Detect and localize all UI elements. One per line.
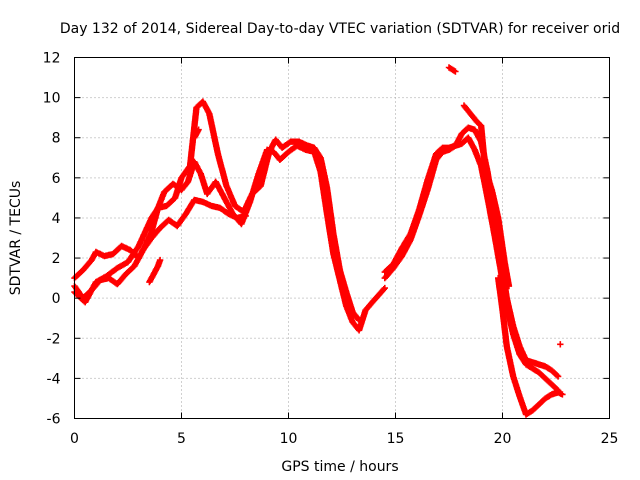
data-point-markers xyxy=(71,98,363,324)
series-trace-j xyxy=(191,126,202,141)
y-tick-label: -2 xyxy=(47,331,61,347)
y-tick-label: 10 xyxy=(43,91,61,107)
y-tick-label: 6 xyxy=(52,171,61,187)
y-axis-label: SDTVAR / TECUs xyxy=(8,181,24,296)
data-point-markers xyxy=(146,256,164,286)
x-tick-label: 25 xyxy=(601,431,619,447)
series-trace-f xyxy=(460,102,513,290)
y-tick-label: 8 xyxy=(52,131,61,147)
y-tick-label: 12 xyxy=(43,51,61,67)
data-point-markers xyxy=(71,142,388,334)
data-point-markers xyxy=(71,196,249,302)
series-trace-b xyxy=(71,98,363,324)
data-point-markers xyxy=(460,102,513,290)
x-tick-label: 15 xyxy=(387,431,405,447)
x-tick-label: 20 xyxy=(494,431,512,447)
y-tick-label: 0 xyxy=(52,291,61,307)
chart-title: Day 132 of 2014, Sidereal Day-to-day VTE… xyxy=(60,21,620,37)
data-point-markers xyxy=(557,341,564,348)
x-axis: 0 5 10 15 20 25 xyxy=(70,57,619,447)
x-tick-label: 10 xyxy=(280,431,298,447)
series-trace-c xyxy=(71,196,249,302)
x-tick-label: 0 xyxy=(70,431,79,447)
series-trace-a xyxy=(71,142,388,334)
data-point-markers xyxy=(381,134,562,394)
y-tick-label: -6 xyxy=(47,412,61,428)
x-axis-label: GPS time / hours xyxy=(281,459,398,475)
series-trace-d xyxy=(381,124,562,380)
series-trace-i xyxy=(146,256,164,286)
series-trace-h xyxy=(445,64,459,75)
plot-frame xyxy=(74,57,610,419)
series-trace-e xyxy=(381,134,562,394)
series-trace-g xyxy=(495,274,566,418)
series-trace-k xyxy=(557,341,564,348)
data-point-markers xyxy=(495,274,566,418)
data-point-markers xyxy=(191,126,202,141)
y-axis: -6 -4 -2 0 2 4 6 8 10 12 xyxy=(43,51,610,428)
x-tick-label: 5 xyxy=(177,431,186,447)
y-tick-label: -4 xyxy=(47,371,61,387)
y-tick-label: 4 xyxy=(52,211,61,227)
y-tick-label: 2 xyxy=(52,251,61,267)
data-point-markers xyxy=(445,64,459,75)
data-marks xyxy=(71,64,566,418)
data-point-markers xyxy=(381,124,562,380)
